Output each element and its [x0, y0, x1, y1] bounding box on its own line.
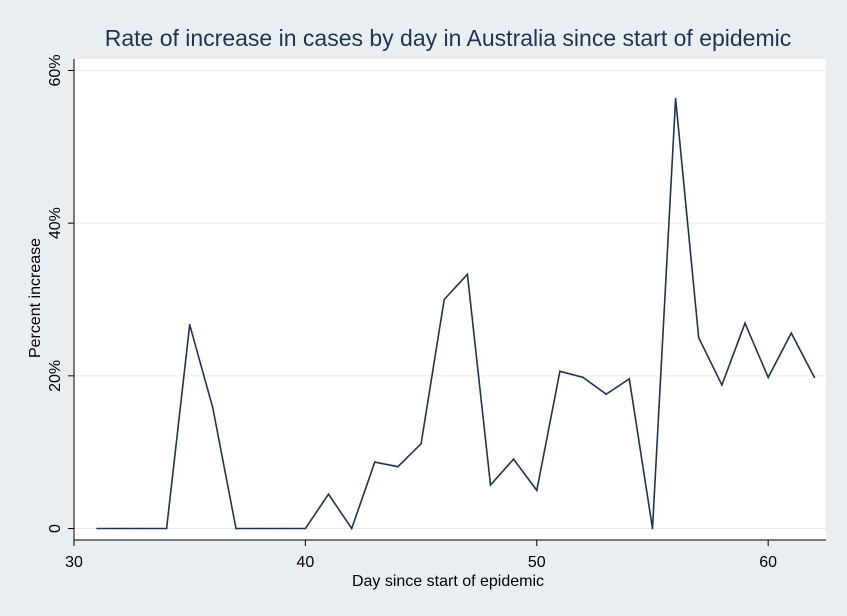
x-tick-label: 50	[528, 554, 546, 571]
y-tick-label: 40%	[47, 207, 64, 239]
data-point	[96, 527, 98, 530]
data-point	[535, 489, 538, 492]
x-tick-label: 40	[296, 554, 314, 571]
data-point	[466, 273, 469, 276]
x-axis-label: Day since start of epidemic	[352, 573, 544, 590]
data-point	[582, 376, 584, 379]
data-point	[119, 527, 122, 530]
data-point	[605, 393, 607, 395]
data-point	[674, 97, 677, 100]
data-point	[697, 336, 700, 339]
x-tick-label: 60	[759, 554, 777, 571]
data-point	[281, 527, 284, 530]
data-point	[188, 323, 191, 326]
y-tick-label: 60%	[47, 54, 64, 86]
data-point	[350, 527, 353, 530]
data-point	[142, 527, 145, 530]
data-point	[327, 493, 330, 495]
data-point	[651, 527, 654, 530]
data-point	[397, 465, 399, 468]
chart-title: Rate of increase in cases by day in Aust…	[105, 25, 792, 51]
data-point	[489, 484, 492, 486]
x-tick-label: 30	[65, 554, 83, 571]
axes	[68, 59, 826, 546]
data-point	[420, 443, 422, 445]
data-point	[790, 332, 793, 334]
y-tick-label: 20%	[47, 360, 64, 392]
data-point	[512, 458, 515, 460]
y-axis-label: Percent increase	[27, 238, 44, 358]
tick-labels: 0 20% 40% 60% 30 40 50 60	[47, 54, 777, 571]
series-layer	[96, 97, 816, 531]
data-point	[744, 322, 746, 324]
data-point	[721, 384, 723, 386]
data-point	[374, 461, 376, 463]
data-point	[304, 527, 307, 530]
grid-lines	[74, 69, 826, 530]
plot-area	[74, 59, 826, 540]
data-point	[443, 298, 446, 301]
series-line	[97, 98, 816, 531]
y-tick-label: 0	[47, 524, 64, 533]
data-point	[212, 407, 214, 409]
data-point	[235, 527, 237, 530]
data-point	[559, 370, 561, 373]
data-point	[767, 376, 769, 379]
data-point	[165, 527, 168, 530]
data-point	[258, 527, 260, 530]
data-point	[813, 376, 816, 379]
data-point	[628, 378, 631, 380]
